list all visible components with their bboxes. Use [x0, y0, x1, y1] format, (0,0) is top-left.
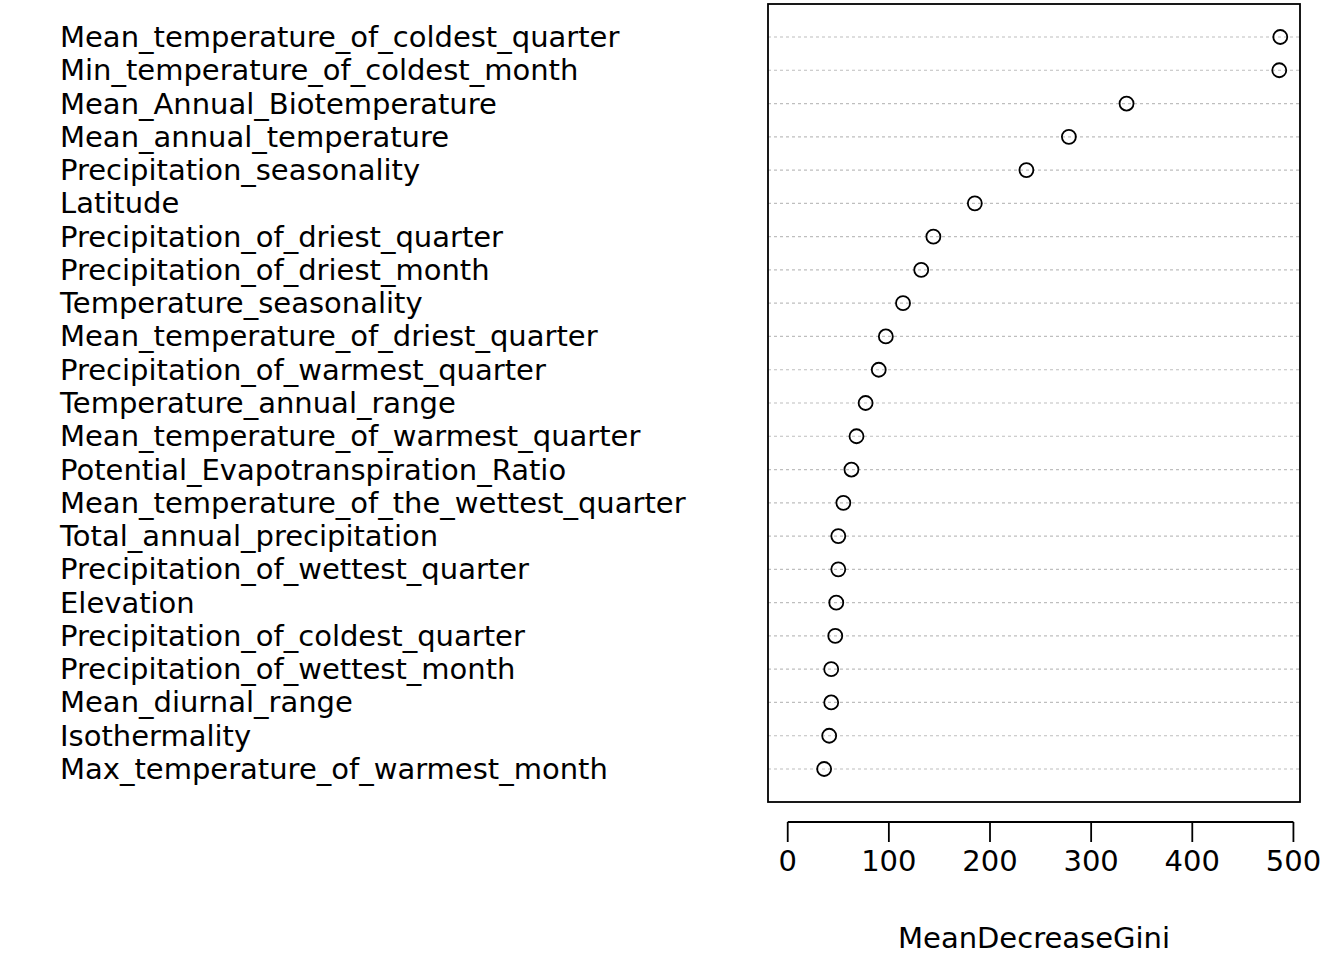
point [817, 762, 831, 776]
point [1272, 63, 1286, 77]
row-guide [768, 569, 1300, 570]
point [859, 396, 873, 410]
point [831, 562, 845, 576]
row-guide [768, 602, 1300, 603]
x-tick-label: 500 [1266, 844, 1321, 878]
category-label: Total_annual_precipitation [59, 519, 438, 553]
category-label: Precipitation_seasonality [60, 153, 420, 187]
row-guide [768, 303, 1300, 304]
point [828, 629, 842, 643]
x-tick [787, 822, 789, 842]
row-guide [768, 369, 1300, 370]
row-guide [768, 702, 1300, 703]
point [1120, 97, 1134, 111]
category-label: Mean_temperature_of_the_wettest_quarter [60, 486, 686, 520]
point [896, 296, 910, 310]
point [829, 596, 843, 610]
chart: Mean_temperature_of_coldest_quarterMin_t… [0, 0, 1344, 960]
category-label: Min_temperature_of_coldest_month [60, 53, 578, 87]
row-guide [768, 436, 1300, 437]
x-tick-label: 0 [778, 844, 796, 878]
x-tick [1090, 822, 1092, 842]
point [822, 729, 836, 743]
category-label: Precipitation_of_driest_quarter [60, 220, 503, 254]
row-guide [768, 768, 1300, 769]
x-tick-label: 300 [1063, 844, 1118, 878]
category-label: Precipitation_of_coldest_quarter [60, 619, 525, 653]
x-tick [1293, 822, 1295, 842]
category-label: Max_temperature_of_warmest_month [60, 752, 608, 786]
row-guide [768, 70, 1300, 71]
point [1019, 163, 1033, 177]
category-label: Temperature_seasonality [59, 286, 423, 320]
points [817, 30, 1287, 776]
point [1273, 30, 1287, 44]
row-guide [768, 36, 1300, 37]
point [1062, 130, 1076, 144]
row-guide [768, 136, 1300, 137]
point [879, 329, 893, 343]
category-label: Mean_Annual_Biotemperature [60, 87, 497, 121]
category-label: Latitude [60, 186, 179, 220]
category-label: Elevation [60, 586, 195, 620]
category-label: Precipitation_of_wettest_month [60, 652, 515, 686]
category-label: Mean_diurnal_range [60, 685, 353, 719]
category-label: Precipitation_of_warmest_quarter [60, 353, 546, 387]
category-label: Precipitation_of_wettest_quarter [60, 552, 529, 586]
point [831, 529, 845, 543]
x-tick [888, 822, 890, 842]
row-guide [768, 735, 1300, 736]
point [824, 662, 838, 676]
category-label: Mean_temperature_of_coldest_quarter [60, 20, 619, 54]
category-label: Isothermality [60, 719, 251, 753]
category-label: Precipitation_of_driest_month [60, 253, 490, 287]
row-guide [768, 103, 1300, 104]
row-guide [768, 469, 1300, 470]
x-tick [1191, 822, 1193, 842]
x-tick-label: 400 [1165, 844, 1220, 878]
point [926, 230, 940, 244]
plot-frame [768, 4, 1300, 802]
point [849, 429, 863, 443]
x-axis-label: MeanDecreaseGini [898, 921, 1170, 955]
x-tick-label: 100 [861, 844, 916, 878]
x-axis-line [788, 821, 1294, 823]
category-label: Temperature_annual_range [59, 386, 456, 420]
row-guide [768, 669, 1300, 670]
row-guide [768, 269, 1300, 270]
category-label: Mean_temperature_of_driest_quarter [60, 319, 598, 353]
row-guide [768, 336, 1300, 337]
category-label: Potential_Evapotranspiration_Ratio [60, 453, 566, 487]
row-guide [768, 535, 1300, 536]
row-guide [768, 236, 1300, 237]
category-label: Mean_temperature_of_warmest_quarter [60, 419, 640, 453]
category-label: Mean_annual_temperature [60, 120, 449, 154]
row-guide [768, 635, 1300, 636]
x-tick [989, 822, 991, 842]
x-tick-label: 200 [962, 844, 1017, 878]
point [914, 263, 928, 277]
point [844, 463, 858, 477]
point [824, 695, 838, 709]
row-guide [768, 203, 1300, 204]
row-guide [768, 402, 1300, 403]
point [836, 496, 850, 510]
row-guide [768, 502, 1300, 503]
point [968, 196, 982, 210]
point [872, 363, 886, 377]
